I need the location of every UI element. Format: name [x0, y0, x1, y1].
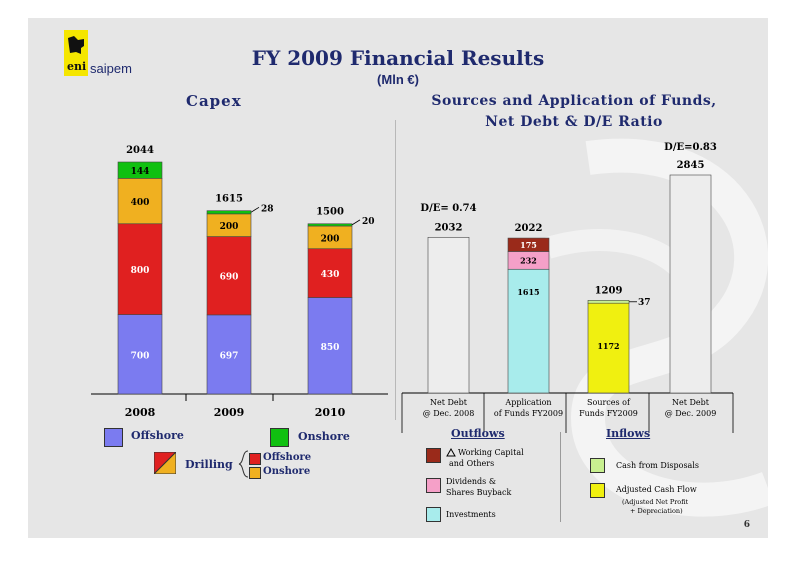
legend-swatch-investments — [426, 507, 441, 522]
capex-data-label: 690 — [220, 273, 239, 283]
funds-bar-cash-from-disposals — [587, 300, 630, 304]
capex-data-label: 28 — [261, 204, 274, 214]
legend-label-cash-flow-note-1: (Adjusted Net Profit — [622, 498, 689, 506]
legend-label-cash-flow: Adjusted Cash Flow — [616, 485, 697, 494]
capex-data-label: 144 — [131, 167, 150, 177]
funds-bar-adjusted-cash-flow — [587, 302, 630, 394]
vertical-divider — [395, 120, 396, 420]
funds-category-label: Sources of — [587, 398, 631, 407]
capex-data-label: 800 — [131, 266, 150, 276]
capex-bar-offshore — [307, 297, 353, 395]
page-number: 6 — [743, 520, 750, 530]
legend-swatch-drilling-onshore — [249, 467, 261, 479]
capex-data-label: 200 — [220, 222, 239, 232]
capex-bar-drilling-offshore — [307, 248, 353, 298]
legend-brace-icon — [238, 450, 249, 478]
de-ratio-2008-label: D/E= 0.74 — [420, 203, 476, 214]
legend-label-drilling-onshore: Onshore — [263, 466, 311, 477]
charts-canvas: 700 800 400 144 2044 2008 697 690 200 28 1615 2009 8… — [91, 142, 734, 433]
page-subtitle: (Mln €) — [377, 72, 419, 87]
capex-leader-line — [250, 206, 260, 213]
legend-label-investments: Investments — [446, 510, 496, 519]
legend-swatch-cash-flow — [590, 483, 605, 498]
legend-label-drilling-offshore: Offshore — [263, 452, 312, 463]
legend-label-offshore: Offshore — [131, 429, 184, 442]
funds-total-label: 1209 — [595, 285, 623, 296]
capex-total-label: 1500 — [316, 207, 344, 218]
legend-label-dividends-2: Shares Buyback — [446, 488, 512, 497]
funds-data-label: 232 — [520, 255, 537, 265]
legend-label-working-capital-1: Working Capital — [458, 448, 524, 457]
capex-total-label: 1615 — [215, 194, 243, 205]
funds-bar-investments — [507, 268, 550, 394]
funds-bar-net-debt — [669, 174, 712, 394]
funds-category-label: @ Dec. 2009 — [665, 409, 717, 418]
delta-icon — [446, 448, 456, 457]
capex-bar-onshore — [117, 161, 163, 179]
funds-category-label: Net Debt — [430, 398, 468, 407]
legend-label-cash-flow-note-2: + Depreciation) — [630, 507, 683, 515]
slide: eni saipem FY 2009 Financial Results (Ml… — [28, 18, 768, 538]
capex-bar-offshore — [206, 314, 252, 395]
capex-data-label: 400 — [131, 198, 150, 208]
capex-chart-title: Capex — [186, 92, 242, 110]
capex-bar-onshore — [206, 210, 252, 215]
capex-data-label: 850 — [321, 343, 340, 353]
capex-data-label: 430 — [321, 270, 340, 280]
funds-data-label: 37 — [638, 298, 651, 308]
de-ratio-2009-label: D/E=0.83 — [664, 142, 717, 153]
capex-category-label: 2009 — [214, 406, 245, 419]
legend-label-onshore: Onshore — [298, 430, 350, 443]
capex-data-label: 20 — [362, 217, 375, 227]
funds-category-label: Application — [504, 398, 551, 407]
legend-inflows-title: Inflows — [606, 427, 651, 440]
legend-label-dividends-1: Dividends & — [446, 477, 496, 486]
logo-text: eni — [67, 60, 86, 73]
capex-bar-offshore — [117, 314, 163, 395]
eni-dog-logo-icon: eni — [64, 30, 88, 76]
legend-swatch-dividends — [426, 478, 441, 493]
funds-data-label: 1172 — [597, 341, 619, 351]
capex-data-label: 700 — [131, 351, 150, 361]
capex-category-label: 2010 — [315, 406, 346, 419]
funds-total-label: 2022 — [515, 223, 543, 234]
legend-swatch-drilling — [154, 452, 176, 474]
funds-category-label: @ Dec. 2008 — [423, 409, 475, 418]
legend-swatch-working-capital — [426, 448, 441, 463]
funds-data-label: 175 — [520, 240, 537, 250]
page-title: FY 2009 Financial Results — [251, 46, 545, 70]
brand-name: saipem — [90, 61, 132, 76]
funds-bar-net-debt — [427, 236, 470, 394]
capex-total-label: 2044 — [126, 145, 154, 156]
capex-leader-line — [351, 219, 361, 226]
capex-bar-drilling-offshore — [206, 236, 252, 316]
funds-chart-title: Sources and Application of Funds, Net Deb… — [431, 93, 717, 130]
legend-swatch-offshore — [104, 428, 123, 447]
capex-data-label: 697 — [220, 351, 239, 361]
legend-outflows-title: Outflows — [451, 427, 505, 440]
funds-bar-working-capital-and-others — [507, 237, 550, 252]
capex-bar-onshore — [307, 223, 353, 227]
funds-total-label: 2032 — [435, 222, 463, 233]
capex-bar-drilling-offshore — [117, 223, 163, 315]
funds-category-label: of Funds FY2009 — [494, 409, 563, 418]
funds-category-label: Funds FY2009 — [579, 409, 638, 418]
funds-category-label: Net Debt — [672, 398, 710, 407]
legend-label-working-capital-2: and Others — [449, 459, 495, 468]
capex-category-label: 2008 — [125, 406, 156, 419]
funds-data-label: 1615 — [517, 287, 539, 297]
legend-divider — [560, 432, 561, 522]
legend-swatch-drilling-offshore — [249, 453, 261, 465]
legend-swatch-disposals — [590, 458, 605, 473]
legend-label-drilling: Drilling — [185, 458, 233, 471]
capex-data-label: 200 — [321, 234, 340, 244]
funds-total-label: 2845 — [677, 160, 705, 171]
capex-bar-drilling-onshore — [117, 178, 163, 225]
legend-swatch-onshore — [270, 428, 289, 447]
legend-label-disposals: Cash from Disposals — [616, 461, 699, 470]
